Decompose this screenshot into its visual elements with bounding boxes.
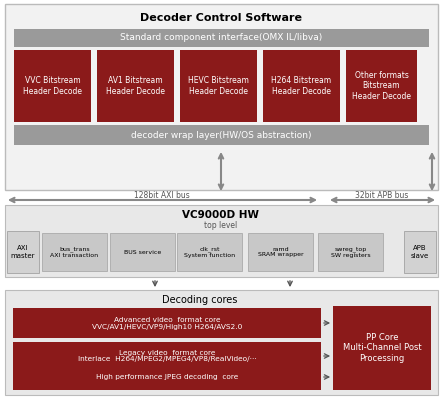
- Bar: [13, 308, 321, 338]
- Text: Decoding cores: Decoding cores: [162, 295, 238, 305]
- Bar: [177, 233, 242, 271]
- Bar: [333, 306, 431, 390]
- Text: Legacy video  format core
Interlace  H264/MPEG2/MPEG4/VP8/RealVideo/···: Legacy video format core Interlace H264/…: [78, 350, 256, 362]
- Text: ramd
SRAM wrapper: ramd SRAM wrapper: [258, 246, 303, 258]
- Text: swreg_top
SW registers: swreg_top SW registers: [330, 246, 370, 258]
- Bar: [5, 4, 438, 190]
- Bar: [404, 231, 436, 273]
- Bar: [110, 233, 175, 271]
- Text: Standard component interface(OMX IL/libva): Standard component interface(OMX IL/libv…: [120, 34, 322, 42]
- Bar: [263, 50, 340, 122]
- Bar: [13, 342, 321, 370]
- Bar: [13, 364, 321, 390]
- Text: BUS service: BUS service: [124, 250, 161, 254]
- Text: top level: top level: [204, 220, 237, 230]
- Bar: [318, 233, 383, 271]
- Text: HEVC Bitstream
Header Decode: HEVC Bitstream Header Decode: [188, 76, 249, 96]
- Text: H264 Bitstream
Header Decode: H264 Bitstream Header Decode: [272, 76, 331, 96]
- Text: 32bit APB bus: 32bit APB bus: [355, 190, 409, 200]
- Bar: [7, 231, 39, 273]
- Text: Advanced video  format core
VVC/AV1/HEVC/VP9/High10 H264/AVS2.0: Advanced video format core VVC/AV1/HEVC/…: [92, 316, 242, 330]
- Bar: [346, 50, 417, 122]
- Text: PP Core
Multi-Channel Post
Processing: PP Core Multi-Channel Post Processing: [343, 333, 421, 363]
- Text: Other formats
Bitstream
Header Decode: Other formats Bitstream Header Decode: [352, 71, 411, 101]
- Bar: [180, 50, 257, 122]
- Text: decoder wrap layer(HW/OS abstraction): decoder wrap layer(HW/OS abstraction): [131, 130, 311, 140]
- Text: 128bit AXI bus: 128bit AXI bus: [134, 190, 190, 200]
- Text: APB
slave: APB slave: [411, 246, 429, 258]
- Text: VVC Bitstream
Header Decode: VVC Bitstream Header Decode: [23, 76, 82, 96]
- Text: High performance JPEG decoding  core: High performance JPEG decoding core: [96, 374, 238, 380]
- Bar: [97, 50, 174, 122]
- Bar: [5, 205, 438, 277]
- Bar: [42, 233, 107, 271]
- Text: bus_trans
AXI transaction: bus_trans AXI transaction: [51, 246, 98, 258]
- Text: Decoder Control Software: Decoder Control Software: [140, 13, 302, 23]
- Bar: [248, 233, 313, 271]
- Text: AXI
master: AXI master: [11, 246, 35, 258]
- Bar: [14, 50, 91, 122]
- Bar: [14, 29, 429, 47]
- Bar: [5, 290, 438, 395]
- Text: VC9000D HW: VC9000D HW: [183, 210, 260, 220]
- Text: AV1 Bitstream
Header Decode: AV1 Bitstream Header Decode: [106, 76, 165, 96]
- Text: clk_rst
System function: clk_rst System function: [184, 246, 235, 258]
- Bar: [14, 125, 429, 145]
